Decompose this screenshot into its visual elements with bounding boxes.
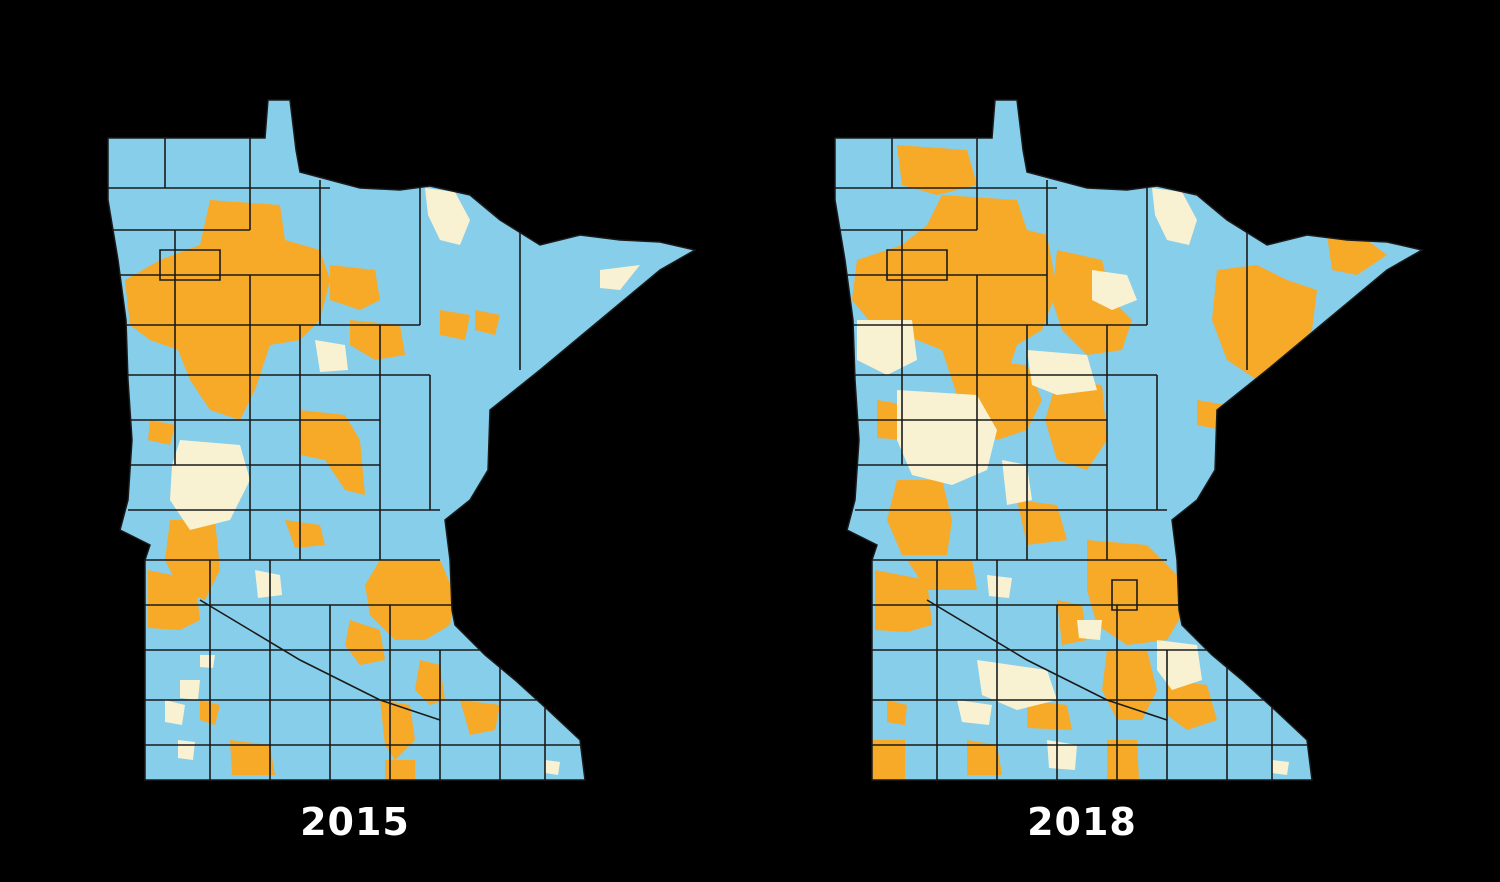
coverage-low-areas [165,188,640,775]
map-panel-2015: 2015 [107,99,698,844]
minnesota-coverage-map-2015 [107,99,698,781]
coverage-mid-areas [125,200,500,780]
state-outline [107,99,698,781]
county-boundaries [108,138,580,780]
county-boundaries [835,138,1307,780]
year-label-2015: 2015 [300,800,410,844]
map-panel-2018: 2018 [727,0,1477,882]
state-outline [834,99,1425,781]
year-label-2018: 2018 [1027,800,1137,844]
coverage-low-areas [857,188,1289,775]
minnesota-coverage-map-2018 [834,99,1425,781]
